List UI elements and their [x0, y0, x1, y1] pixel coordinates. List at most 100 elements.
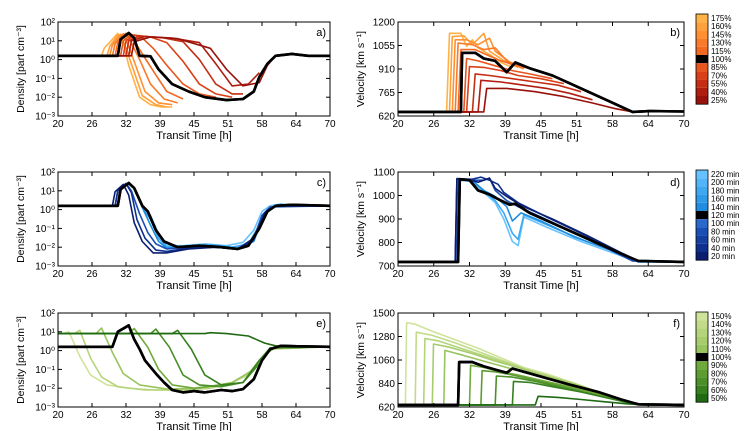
series-line-20-min: [398, 177, 684, 263]
series-line-80-min: [58, 182, 330, 250]
legend-swatch: [696, 63, 708, 72]
y-tick-label: 10⁰: [40, 346, 55, 357]
x-tick-label: 26: [86, 269, 98, 280]
legend-label: 100 min: [711, 219, 739, 228]
legend-swatch: [696, 385, 708, 394]
y-tick-label: 1055: [373, 41, 396, 52]
chart-panel-e: 20 26 32 39 45 51 58 64 70 10⁻³ 10⁻² 10⁻¹ 10⁰ 10¹ 10² T…: [15, 309, 336, 431]
y-tick-label: 800: [378, 238, 395, 249]
x-tick-label: 32: [464, 119, 476, 130]
legend-label: 100%: [711, 353, 731, 362]
legend-label: 140 min: [711, 203, 739, 212]
series-group: [58, 31, 330, 108]
series-line-85-: [398, 57, 553, 113]
legend-label: 90%: [711, 361, 727, 370]
legend-label: 140%: [711, 320, 731, 329]
y-tick-label: 10¹: [41, 186, 56, 197]
y-tick-label: 10⁻¹: [35, 365, 55, 376]
plot-frame: [57, 312, 331, 408]
x-tick-label: 70: [324, 269, 336, 280]
panel-label: c): [317, 177, 326, 189]
legend-swatch: [696, 202, 708, 211]
series-line-40-min: [58, 182, 330, 253]
legend: 150%140%130%120%110%100%90%80%70%60%50%: [695, 311, 731, 403]
legend-swatch: [696, 22, 708, 31]
x-tick-label: 70: [324, 410, 336, 421]
x-tick-label: 51: [571, 119, 583, 130]
legend-swatch: [696, 235, 708, 244]
x-tick-label: 64: [643, 410, 655, 421]
series-line-115-: [398, 48, 536, 113]
x-tick-label: 45: [188, 119, 200, 130]
y-tick-label: 1500: [373, 309, 396, 320]
x-tick-label: 26: [86, 410, 98, 421]
series-line-25-: [58, 36, 330, 87]
y-tick-label: 620: [378, 403, 395, 414]
series-group: [398, 32, 684, 114]
legend-swatch: [696, 252, 708, 261]
legend-swatch: [696, 55, 708, 64]
x-axis-label: Transit Time [h]: [156, 280, 231, 292]
legend-label: 60 min: [711, 236, 735, 245]
y-tick-label: 10⁰: [40, 55, 55, 66]
y-tick-label: 840: [378, 379, 395, 390]
x-tick-label: 58: [607, 269, 619, 280]
legend-label: 130%: [711, 39, 731, 48]
y-axis-label: Density [part cm⁻³]: [15, 316, 27, 404]
x-tick-label: 70: [678, 269, 690, 280]
legend-swatch: [696, 243, 708, 252]
reference-line: [58, 181, 330, 251]
legend-label: 25%: [711, 96, 727, 105]
series-line-140-: [398, 331, 684, 406]
y-tick-label: 700: [378, 262, 395, 273]
x-tick-label: 32: [464, 410, 476, 421]
legend: 175%160%145%130%115%100%85%70%55%40%25%: [695, 13, 731, 105]
x-tick-label: 26: [428, 410, 440, 421]
y-tick-label: 10²: [41, 309, 56, 320]
series-line-85-: [58, 33, 216, 98]
legend-swatch: [696, 394, 708, 403]
x-tick-label: 26: [86, 119, 98, 130]
legend-swatch: [696, 87, 708, 96]
legend-swatch: [696, 320, 708, 329]
x-tick-label: 32: [120, 119, 132, 130]
legend-label: 180 min: [711, 186, 739, 195]
x-tick-label: 51: [571, 269, 583, 280]
x-tick-label: 20: [392, 269, 404, 280]
plot-frame: [57, 171, 331, 267]
x-tick-label: 45: [188, 410, 200, 421]
panel-label: f): [673, 318, 680, 330]
panel-label: d): [670, 177, 680, 189]
y-tick-label: 10¹: [41, 327, 56, 338]
legend-swatch: [696, 227, 708, 236]
x-tick-label: 39: [500, 119, 512, 130]
x-tick-label: 70: [678, 410, 690, 421]
x-tick-label: 20: [392, 410, 404, 421]
y-tick-label: 1200: [373, 18, 396, 29]
legend-label: 85%: [711, 63, 727, 72]
x-tick-label: 58: [256, 410, 268, 421]
legend-swatch: [696, 46, 708, 55]
legend-label: 70%: [711, 378, 727, 387]
series-group: [398, 176, 684, 264]
chart-panel-d: 20 26 32 39 45 51 58 64 70 700 800 900 1000 1100 Trans…: [355, 168, 739, 293]
chart-panel-a: 20 26 32 39 45 51 58 64 70 10⁻³ 10⁻² 10⁻¹ 10⁰ 10¹ 10² T…: [15, 18, 336, 143]
y-tick-label: 900: [378, 215, 395, 226]
x-axis-label: Transit Time [h]: [503, 130, 578, 142]
legend-label: 110%: [711, 345, 731, 354]
series-line-130-: [398, 42, 525, 113]
series-group: [58, 324, 330, 394]
series-group: [398, 321, 684, 407]
legend-swatch: [696, 79, 708, 88]
legend-label: 145%: [711, 30, 731, 39]
x-tick-label: 64: [290, 119, 302, 130]
series-line-150-: [398, 321, 684, 406]
legend-swatch: [696, 38, 708, 47]
reference-line: [398, 51, 684, 114]
series-line-140-min: [398, 179, 684, 263]
x-tick-label: 70: [324, 119, 336, 130]
x-tick-label: 39: [500, 410, 512, 421]
reference-line: [58, 31, 330, 102]
legend-label: 220 min: [711, 170, 739, 179]
